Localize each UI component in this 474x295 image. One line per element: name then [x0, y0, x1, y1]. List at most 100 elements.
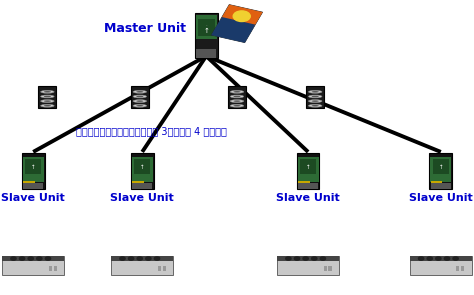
- Ellipse shape: [44, 91, 51, 93]
- Ellipse shape: [136, 100, 144, 102]
- Ellipse shape: [230, 90, 244, 93]
- FancyBboxPatch shape: [111, 256, 173, 261]
- FancyBboxPatch shape: [157, 266, 161, 271]
- Circle shape: [303, 257, 308, 260]
- Ellipse shape: [41, 95, 54, 98]
- Text: สายโทรศัพท์แบบ 3หรือ 4 เส้น: สายโทรศัพท์แบบ 3หรือ 4 เส้น: [76, 126, 227, 136]
- FancyBboxPatch shape: [298, 181, 310, 183]
- Polygon shape: [211, 4, 263, 43]
- Ellipse shape: [133, 95, 146, 98]
- Ellipse shape: [233, 96, 241, 97]
- Circle shape: [294, 257, 300, 260]
- FancyBboxPatch shape: [431, 181, 442, 183]
- Ellipse shape: [309, 100, 322, 103]
- Ellipse shape: [136, 96, 144, 97]
- Ellipse shape: [309, 95, 322, 98]
- Circle shape: [453, 257, 458, 260]
- FancyBboxPatch shape: [297, 153, 319, 189]
- Ellipse shape: [230, 95, 244, 98]
- Circle shape: [311, 257, 317, 260]
- FancyBboxPatch shape: [23, 157, 44, 182]
- FancyBboxPatch shape: [277, 256, 339, 275]
- Ellipse shape: [233, 100, 241, 102]
- FancyBboxPatch shape: [430, 157, 451, 182]
- Ellipse shape: [41, 90, 54, 93]
- Ellipse shape: [309, 104, 322, 107]
- FancyBboxPatch shape: [131, 86, 149, 109]
- FancyBboxPatch shape: [323, 266, 327, 271]
- Ellipse shape: [309, 90, 322, 93]
- FancyBboxPatch shape: [2, 256, 64, 275]
- FancyBboxPatch shape: [196, 15, 217, 39]
- FancyBboxPatch shape: [429, 153, 452, 189]
- Circle shape: [286, 257, 291, 260]
- Circle shape: [146, 257, 151, 260]
- Ellipse shape: [136, 105, 144, 106]
- Text: ↑: ↑: [438, 165, 443, 170]
- Ellipse shape: [44, 100, 51, 102]
- Ellipse shape: [133, 90, 146, 93]
- FancyBboxPatch shape: [298, 183, 318, 189]
- Text: ↑: ↑: [140, 165, 145, 170]
- Ellipse shape: [230, 100, 244, 103]
- FancyBboxPatch shape: [131, 153, 154, 189]
- FancyBboxPatch shape: [300, 159, 316, 174]
- FancyBboxPatch shape: [195, 13, 218, 58]
- FancyBboxPatch shape: [54, 266, 56, 271]
- FancyBboxPatch shape: [2, 256, 64, 261]
- Circle shape: [427, 257, 432, 260]
- Ellipse shape: [311, 91, 319, 93]
- Text: ↑: ↑: [31, 165, 36, 170]
- Ellipse shape: [133, 100, 146, 103]
- Text: ·: ·: [205, 23, 207, 28]
- Ellipse shape: [133, 104, 146, 107]
- FancyBboxPatch shape: [410, 256, 472, 261]
- Ellipse shape: [44, 96, 51, 97]
- Ellipse shape: [311, 105, 319, 106]
- Ellipse shape: [230, 104, 244, 107]
- FancyBboxPatch shape: [132, 183, 152, 189]
- FancyBboxPatch shape: [410, 256, 472, 275]
- FancyBboxPatch shape: [132, 157, 153, 182]
- Text: ↑: ↑: [203, 28, 209, 34]
- FancyBboxPatch shape: [198, 19, 215, 36]
- Circle shape: [11, 257, 16, 260]
- FancyBboxPatch shape: [433, 159, 449, 174]
- Ellipse shape: [41, 104, 54, 107]
- FancyBboxPatch shape: [22, 153, 45, 189]
- FancyBboxPatch shape: [23, 181, 35, 183]
- Text: Slave Unit: Slave Unit: [1, 193, 65, 203]
- Circle shape: [46, 257, 51, 260]
- Ellipse shape: [44, 105, 51, 106]
- FancyBboxPatch shape: [461, 266, 464, 271]
- Circle shape: [120, 257, 125, 260]
- Text: Slave Unit: Slave Unit: [110, 193, 174, 203]
- FancyBboxPatch shape: [132, 181, 144, 183]
- Circle shape: [19, 257, 25, 260]
- FancyBboxPatch shape: [228, 86, 246, 109]
- Circle shape: [233, 11, 250, 22]
- FancyBboxPatch shape: [23, 183, 43, 189]
- Circle shape: [419, 257, 424, 260]
- Circle shape: [28, 257, 33, 260]
- FancyBboxPatch shape: [25, 159, 41, 174]
- FancyBboxPatch shape: [196, 49, 216, 58]
- FancyBboxPatch shape: [277, 256, 339, 261]
- Ellipse shape: [311, 100, 319, 102]
- Text: Slave Unit: Slave Unit: [276, 193, 340, 203]
- Ellipse shape: [136, 91, 144, 93]
- FancyBboxPatch shape: [111, 256, 173, 275]
- Circle shape: [320, 257, 326, 260]
- FancyBboxPatch shape: [48, 266, 52, 271]
- Polygon shape: [220, 4, 263, 27]
- FancyBboxPatch shape: [38, 86, 56, 109]
- FancyBboxPatch shape: [431, 183, 451, 189]
- FancyBboxPatch shape: [298, 157, 319, 182]
- Ellipse shape: [41, 100, 54, 103]
- Text: Slave Unit: Slave Unit: [409, 193, 473, 203]
- Circle shape: [444, 257, 450, 260]
- Circle shape: [137, 257, 142, 260]
- FancyBboxPatch shape: [456, 266, 459, 271]
- FancyBboxPatch shape: [306, 86, 324, 109]
- FancyBboxPatch shape: [134, 159, 150, 174]
